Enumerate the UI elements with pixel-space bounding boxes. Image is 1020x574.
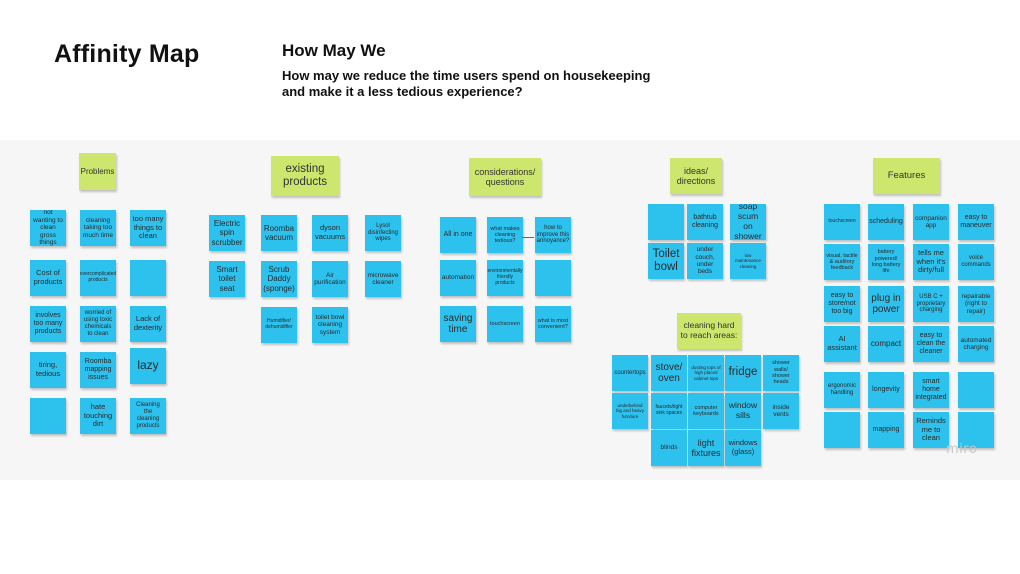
sticky-note-features[interactable] bbox=[824, 412, 860, 448]
sticky-note-problems[interactable]: cleaning taking too much time bbox=[80, 210, 116, 246]
sticky-note-considerations[interactable]: environmentally friendly products bbox=[487, 260, 523, 296]
sticky-note-ideas[interactable] bbox=[648, 204, 684, 240]
header-note-considerations[interactable]: considerations/ questions bbox=[469, 158, 541, 196]
hmw-heading: How May We bbox=[282, 41, 386, 60]
sticky-note-problems[interactable]: not wanting to clean gross things bbox=[30, 210, 66, 246]
sticky-note-problems[interactable]: Lack of dexterity bbox=[130, 306, 166, 342]
sticky-note-problems[interactable] bbox=[130, 260, 166, 296]
sticky-note-existing[interactable]: Scrub Daddy (sponge) bbox=[261, 261, 297, 297]
sticky-note-ideas[interactable]: soap scum on shower bbox=[730, 204, 766, 240]
sticky-note-hard-to-reach[interactable]: stove/ oven bbox=[651, 355, 687, 391]
header-note-features[interactable]: Features bbox=[873, 158, 940, 194]
sticky-note-hard-to-reach[interactable]: inside vents bbox=[763, 393, 799, 429]
sticky-note-existing[interactable]: Electric spin scrubber bbox=[209, 215, 245, 251]
sticky-note-features[interactable]: ergonomic handling bbox=[824, 372, 860, 408]
sticky-note-features[interactable]: longevity bbox=[868, 372, 904, 408]
sticky-note-considerations[interactable]: what makes cleaning tedious? bbox=[487, 217, 523, 253]
sticky-note-hard-to-reach[interactable]: dusting tops of high placed cabinet tops bbox=[688, 355, 724, 391]
header-note-hard-to-reach[interactable]: cleaning hard to reach areas: bbox=[677, 313, 741, 349]
sticky-note-hard-to-reach[interactable]: blinds bbox=[651, 430, 687, 466]
header-note-problems[interactable]: Problems bbox=[79, 153, 116, 190]
sticky-note-problems[interactable]: tiring, tedious bbox=[30, 352, 66, 388]
sticky-note-existing[interactable]: Smart toilet seat bbox=[209, 261, 245, 297]
sticky-note-problems[interactable]: overcomplicated products bbox=[80, 260, 116, 296]
sticky-note-features[interactable]: visual, tactile & auditory feedback bbox=[824, 244, 860, 280]
sticky-note-features[interactable]: companion app bbox=[913, 204, 949, 240]
sticky-note-existing[interactable]: Roomba vacuum bbox=[261, 215, 297, 251]
sticky-note-existing[interactable]: microwave cleaner bbox=[365, 261, 401, 297]
sticky-note-features[interactable] bbox=[958, 412, 994, 448]
sticky-note-considerations[interactable]: saving time bbox=[440, 306, 476, 342]
sticky-note-features[interactable]: compact bbox=[868, 326, 904, 362]
sticky-note-features[interactable]: mapping bbox=[868, 412, 904, 448]
sticky-note-hard-to-reach[interactable]: shower walls/ shower heads bbox=[763, 355, 799, 391]
sticky-note-considerations[interactable]: automation bbox=[440, 260, 476, 296]
sticky-note-ideas[interactable]: under couch, under beds bbox=[687, 243, 723, 279]
sticky-note-features[interactable]: AI assistant bbox=[824, 326, 860, 362]
sticky-note-ideas[interactable]: Toilet bowl bbox=[648, 243, 684, 279]
sticky-note-problems[interactable]: involves too many products bbox=[30, 306, 66, 342]
sticky-note-existing[interactable]: Lysol disinfecting wipes bbox=[365, 215, 401, 251]
miro-watermark: miro bbox=[946, 442, 978, 457]
sticky-note-considerations[interactable]: what is most convenient? bbox=[535, 306, 571, 342]
sticky-note-features[interactable] bbox=[958, 372, 994, 408]
sticky-note-problems[interactable]: lazy bbox=[130, 348, 166, 384]
sticky-note-features[interactable]: voice commands bbox=[958, 244, 994, 280]
sticky-note-problems[interactable]: worried of using toxic chemicals to clea… bbox=[80, 306, 116, 342]
sticky-note-features[interactable]: repairable (right to repair) bbox=[958, 286, 994, 322]
page-title: Affinity Map bbox=[54, 40, 200, 68]
sticky-note-considerations[interactable]: how to improve this annoyance? bbox=[535, 217, 571, 253]
sticky-note-features[interactable]: Reminds me to clean bbox=[913, 412, 949, 448]
sticky-note-features[interactable]: easy to clean the cleaner bbox=[913, 326, 949, 362]
sticky-note-features[interactable]: easy to maneuver bbox=[958, 204, 994, 240]
sticky-note-features[interactable]: automated charging bbox=[958, 326, 994, 362]
header-note-existing[interactable]: existing products bbox=[271, 156, 339, 196]
sticky-note-features[interactable]: plug in power bbox=[868, 286, 904, 322]
sticky-note-hard-to-reach[interactable]: computer keyboards bbox=[688, 393, 724, 429]
sticky-note-features[interactable]: easy to store/not too big bbox=[824, 286, 860, 322]
sticky-note-features[interactable]: touchscreen bbox=[824, 204, 860, 240]
sticky-note-hard-to-reach[interactable]: countertops bbox=[612, 355, 648, 391]
sticky-note-problems[interactable]: Cleaning the cleaning products bbox=[130, 398, 166, 434]
sticky-note-problems[interactable]: Cost of products bbox=[30, 260, 66, 296]
sticky-note-problems[interactable]: Roomba mapping issues bbox=[80, 352, 116, 388]
sticky-note-features[interactable]: battery powered/ long battery life bbox=[868, 244, 904, 280]
sticky-note-features[interactable]: USB C + proprietary charging bbox=[913, 286, 949, 322]
hmw-question: How may we reduce the time users spend o… bbox=[282, 68, 651, 99]
sticky-note-existing[interactable]: Air purification bbox=[312, 261, 348, 297]
sticky-note-considerations[interactable] bbox=[535, 260, 571, 296]
sticky-note-ideas[interactable]: low maintenance cleaning bbox=[730, 243, 766, 279]
sticky-note-features[interactable]: scheduling bbox=[868, 204, 904, 240]
sticky-note-features[interactable]: tells me when it's dirty/full bbox=[913, 244, 949, 280]
sticky-note-hard-to-reach[interactable]: window sills bbox=[725, 393, 761, 429]
sticky-note-problems[interactable] bbox=[30, 398, 66, 434]
sticky-note-hard-to-reach[interactable]: windows (glass) bbox=[725, 430, 761, 466]
sticky-note-hard-to-reach[interactable]: faucets/tight sink spaces bbox=[651, 393, 687, 429]
sticky-note-considerations[interactable]: touchscreen bbox=[487, 306, 523, 342]
sticky-note-ideas[interactable]: bathtub cleaning bbox=[687, 204, 723, 240]
sticky-note-existing[interactable]: dyson vacuums bbox=[312, 215, 348, 251]
sticky-note-problems[interactable]: too many things to clean bbox=[130, 210, 166, 246]
sticky-note-existing[interactable]: toilet bowl cleaning system bbox=[312, 307, 348, 343]
sticky-note-hard-to-reach[interactable]: light fixtures bbox=[688, 430, 724, 466]
sticky-note-features[interactable]: smart home integrated bbox=[913, 372, 949, 408]
sticky-note-hard-to-reach[interactable]: underbehind big and heavy furniture bbox=[612, 393, 648, 429]
connector-line bbox=[522, 237, 534, 238]
sticky-note-existing[interactable]: Humidifier/ dehumidifier bbox=[261, 307, 297, 343]
sticky-note-hard-to-reach[interactable]: fridge bbox=[725, 355, 761, 391]
sticky-note-considerations[interactable]: All in one bbox=[440, 217, 476, 253]
header-note-ideas[interactable]: ideas/ directions bbox=[670, 158, 722, 194]
sticky-note-problems[interactable]: hate touching dirt bbox=[80, 398, 116, 434]
